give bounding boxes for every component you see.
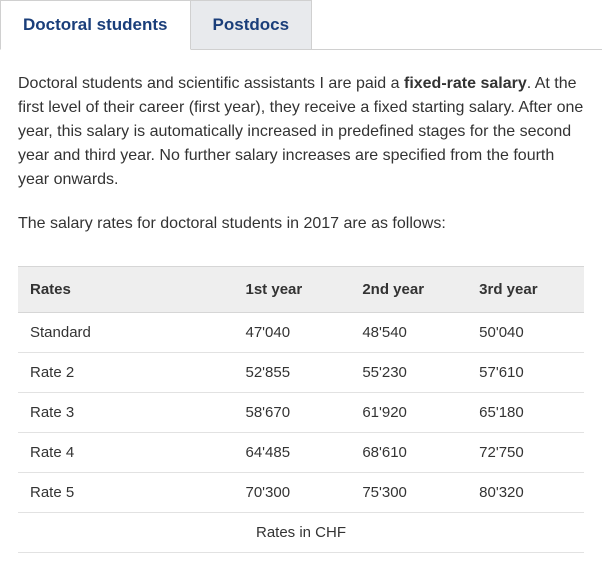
cell-value: 47'040 [234,313,351,353]
table-row: Rate 5 70'300 75'300 80'320 [18,473,584,513]
intro-paragraph: Doctoral students and scientific assista… [18,72,584,192]
table-header-row: Rates 1st year 2nd year 3rd year [18,267,584,313]
cell-rate-name: Rate 5 [18,473,234,513]
cell-value: 80'320 [467,473,584,513]
cell-value: 61'920 [350,393,467,433]
cell-rate-name: Standard [18,313,234,353]
tab-bar: Doctoral students Postdocs [0,0,602,50]
rates-table-wrap: Rates 1st year 2nd year 3rd year Standar… [0,266,602,571]
col-header-year3: 3rd year [467,267,584,313]
table-row: Rate 4 64'485 68'610 72'750 [18,433,584,473]
col-header-year2: 2nd year [350,267,467,313]
cell-value: 48'540 [350,313,467,353]
intro-text-pre: Doctoral students and scientific assista… [18,75,404,92]
tab-postdocs[interactable]: Postdocs [190,0,313,49]
cell-value: 75'300 [350,473,467,513]
cell-value: 52'855 [234,353,351,393]
content-area: Doctoral students and scientific assista… [0,50,602,266]
table-body: Standard 47'040 48'540 50'040 Rate 2 52'… [18,313,584,513]
cell-rate-name: Rate 2 [18,353,234,393]
col-header-rates: Rates [18,267,234,313]
rates-table: Rates 1st year 2nd year 3rd year Standar… [18,266,584,553]
table-row: Rate 3 58'670 61'920 65'180 [18,393,584,433]
cell-value: 57'610 [467,353,584,393]
cell-rate-name: Rate 3 [18,393,234,433]
cell-value: 70'300 [234,473,351,513]
intro-text-bold: fixed-rate salary [404,75,527,92]
table-row: Standard 47'040 48'540 50'040 [18,313,584,353]
cell-value: 64'485 [234,433,351,473]
cell-value: 72'750 [467,433,584,473]
cell-rate-name: Rate 4 [18,433,234,473]
cell-value: 58'670 [234,393,351,433]
cell-value: 65'180 [467,393,584,433]
cell-value: 68'610 [350,433,467,473]
cell-value: 50'040 [467,313,584,353]
col-header-year1: 1st year [234,267,351,313]
table-row: Rate 2 52'855 55'230 57'610 [18,353,584,393]
rates-intro-paragraph: The salary rates for doctoral students i… [18,212,584,236]
tab-doctoral-students[interactable]: Doctoral students [0,0,191,50]
cell-value: 55'230 [350,353,467,393]
